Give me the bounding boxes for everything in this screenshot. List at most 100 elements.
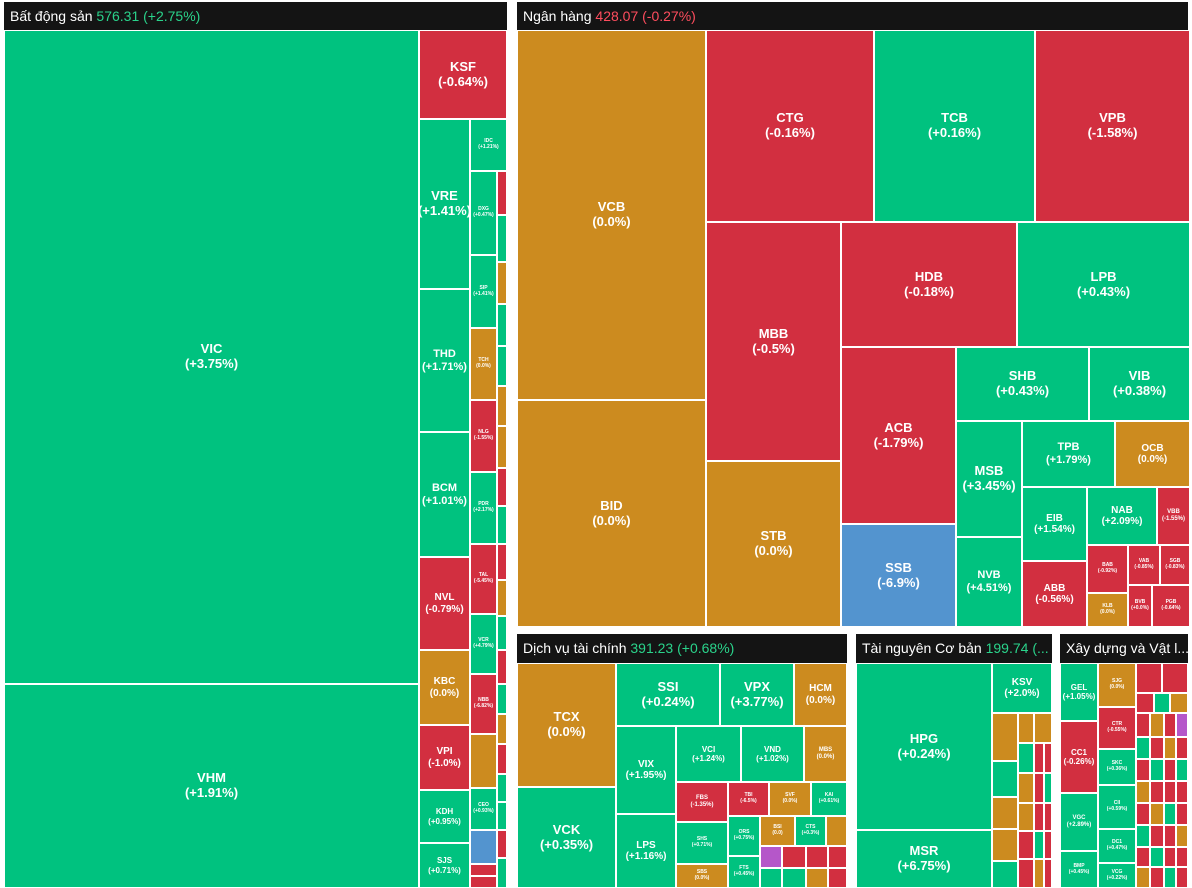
- tile-small-cn-34[interactable]: [1150, 867, 1164, 888]
- tile-small-re-6[interactable]: [497, 262, 507, 304]
- tile-small-cn-33[interactable]: [1136, 867, 1150, 888]
- tile-abb[interactable]: ABB (-0.56%): [1022, 561, 1087, 627]
- tile-small-br-3[interactable]: [1034, 713, 1052, 743]
- tile-ctr[interactable]: CTR (-0.55%): [1098, 707, 1136, 749]
- tile-small-re-1[interactable]: [470, 734, 497, 788]
- tile-tbi[interactable]: TBI (-6.5%): [728, 782, 769, 816]
- tile-small-re-5[interactable]: [497, 215, 507, 262]
- tile-vpi[interactable]: VPI (-1.0%): [419, 725, 470, 790]
- tile-small-cn-32[interactable]: [1176, 847, 1188, 867]
- sector-header-basic-resources[interactable]: Tài nguyên Cơ bản 199.74 (...: [856, 634, 1052, 663]
- tile-small-re-12[interactable]: [497, 506, 507, 544]
- tile-small-cn-28[interactable]: [1176, 825, 1188, 847]
- tile-small-cn-25[interactable]: [1136, 825, 1150, 847]
- tile-small-br-13[interactable]: [1044, 773, 1052, 803]
- tile-cts[interactable]: CTS (+0.3%): [795, 816, 826, 846]
- tile-shs[interactable]: SHS (+0.71%): [676, 822, 728, 864]
- tile-small-br-10[interactable]: [1044, 743, 1052, 773]
- tile-small-br-7[interactable]: [992, 861, 1018, 888]
- tile-msr[interactable]: MSR (+6.75%): [856, 830, 992, 888]
- tile-kdh[interactable]: KDH (+0.95%): [419, 790, 470, 843]
- tile-sgb[interactable]: SGB (-0.83%): [1160, 545, 1190, 585]
- tile-small-re-16[interactable]: [497, 650, 507, 684]
- tile-small-re-21[interactable]: [497, 802, 507, 830]
- tile-small-re-2[interactable]: [470, 864, 497, 876]
- tile-tpb[interactable]: TPB (+1.79%): [1022, 421, 1115, 487]
- tile-kbc[interactable]: KBC (0.0%): [419, 650, 470, 725]
- tile-fbs[interactable]: FBS (-1.35%): [676, 782, 728, 822]
- tile-bmp[interactable]: BMP (+0.45%): [1060, 851, 1098, 888]
- tile-small-fs-6[interactable]: [782, 868, 806, 888]
- tile-small-cn-6[interactable]: [1136, 713, 1150, 737]
- tile-gel[interactable]: GEL (+1.05%): [1060, 663, 1098, 721]
- tile-bid[interactable]: BID (0.0%): [517, 400, 706, 627]
- tile-kai[interactable]: KAI (+0.61%): [811, 782, 847, 816]
- tile-small-cn-5[interactable]: [1170, 693, 1188, 713]
- tile-small-cn-4[interactable]: [1154, 693, 1170, 713]
- tile-tcx[interactable]: TCX (0.0%): [517, 663, 616, 787]
- tile-sbs[interactable]: SBS (0.0%): [676, 864, 728, 888]
- tile-small-fs-3[interactable]: [806, 846, 828, 868]
- tile-tal[interactable]: TAL (-5.45%): [470, 544, 497, 614]
- tile-small-re-19[interactable]: [497, 744, 507, 774]
- tile-fts[interactable]: FTS (+0.45%): [728, 856, 760, 888]
- tile-small-br-22[interactable]: [1044, 859, 1052, 888]
- tile-sip[interactable]: SIP (+1.41%): [470, 255, 497, 328]
- tile-nlg[interactable]: NLG (-1.55%): [470, 400, 497, 472]
- tile-svf[interactable]: SVF (0.0%): [769, 782, 811, 816]
- tile-idc[interactable]: IDC (+1.21%): [470, 119, 507, 171]
- tile-small-cn-17[interactable]: [1136, 781, 1150, 803]
- tile-small-re-3[interactable]: [470, 876, 497, 888]
- tile-vix[interactable]: VIX (+1.95%): [616, 726, 676, 814]
- tile-ceo[interactable]: CEO (+0.93%): [470, 788, 497, 830]
- tile-vbb[interactable]: VBB (-1.55%): [1157, 487, 1190, 545]
- tile-nvl[interactable]: NVL (-0.79%): [419, 557, 470, 650]
- tile-small-br-2[interactable]: [1018, 713, 1034, 743]
- tile-dxg[interactable]: DXG (+0.47%): [470, 171, 497, 255]
- tile-vci[interactable]: VCI (+1.24%): [676, 726, 741, 782]
- tile-small-cn-22[interactable]: [1150, 803, 1164, 825]
- tile-ssb[interactable]: SSB (-6.9%): [841, 524, 956, 627]
- tile-ceiling-cn[interactable]: [1176, 713, 1188, 737]
- tile-ctg[interactable]: CTG (-0.16%): [706, 30, 874, 222]
- sector-header-banking[interactable]: Ngân hàng 428.07 (-0.27%): [517, 2, 1188, 30]
- tile-small-re-22[interactable]: [497, 830, 507, 858]
- tile-ssi[interactable]: SSI (+0.24%): [616, 663, 720, 726]
- tile-small-cn-24[interactable]: [1176, 803, 1188, 825]
- tile-vib[interactable]: VIB (+0.38%): [1089, 347, 1190, 421]
- tile-small-cn-8[interactable]: [1164, 713, 1176, 737]
- tile-small-re-11[interactable]: [497, 468, 507, 506]
- tile-hdb[interactable]: HDB (-0.18%): [841, 222, 1017, 347]
- tile-pdr[interactable]: PDR (+2.17%): [470, 472, 497, 544]
- tile-small-cn-3[interactable]: [1136, 693, 1154, 713]
- tile-acb[interactable]: ACB (-1.79%): [841, 347, 956, 524]
- tile-small-cn-10[interactable]: [1150, 737, 1164, 759]
- tile-small-br-1[interactable]: [992, 713, 1018, 761]
- tile-cc1[interactable]: CC1 (-0.26%): [1060, 721, 1098, 793]
- tile-bsi[interactable]: BSI (0.0): [760, 816, 795, 846]
- tile-small-cn-31[interactable]: [1164, 847, 1176, 867]
- tile-small-fs-8[interactable]: [828, 868, 847, 888]
- tile-vpx[interactable]: VPX (+3.77%): [720, 663, 794, 726]
- tile-small-br-15[interactable]: [1034, 803, 1044, 831]
- tile-small-cn-9[interactable]: [1136, 737, 1150, 759]
- tile-small-br-8[interactable]: [1018, 743, 1034, 773]
- sector-header-construction[interactable]: Xây dựng và Vật l...: [1060, 634, 1188, 663]
- tile-small-re-13[interactable]: [497, 544, 507, 580]
- tile-small-cn-18[interactable]: [1150, 781, 1164, 803]
- tile-tcb[interactable]: TCB (+0.16%): [874, 30, 1035, 222]
- tile-small-re-floor[interactable]: [470, 830, 497, 864]
- tile-small-cn-26[interactable]: [1150, 825, 1164, 847]
- tile-vcr[interactable]: VCR (+4.79%): [470, 614, 497, 674]
- tile-small-br-4[interactable]: [992, 761, 1018, 797]
- tile-small-br-12[interactable]: [1034, 773, 1044, 803]
- tile-bcm[interactable]: BCM (+1.01%): [419, 432, 470, 557]
- tile-sjs[interactable]: SJS (+0.71%): [419, 843, 470, 888]
- tile-small-br-17[interactable]: [1018, 831, 1034, 859]
- tile-thd[interactable]: THD (+1.71%): [419, 289, 470, 432]
- tile-stb[interactable]: STB (0.0%): [706, 461, 841, 627]
- tile-small-cn-7[interactable]: [1150, 713, 1164, 737]
- tile-vcg[interactable]: VCG (+0.22%): [1098, 863, 1136, 888]
- tile-small-br-16[interactable]: [1044, 803, 1052, 831]
- tile-msb[interactable]: MSB (+3.45%): [956, 421, 1022, 537]
